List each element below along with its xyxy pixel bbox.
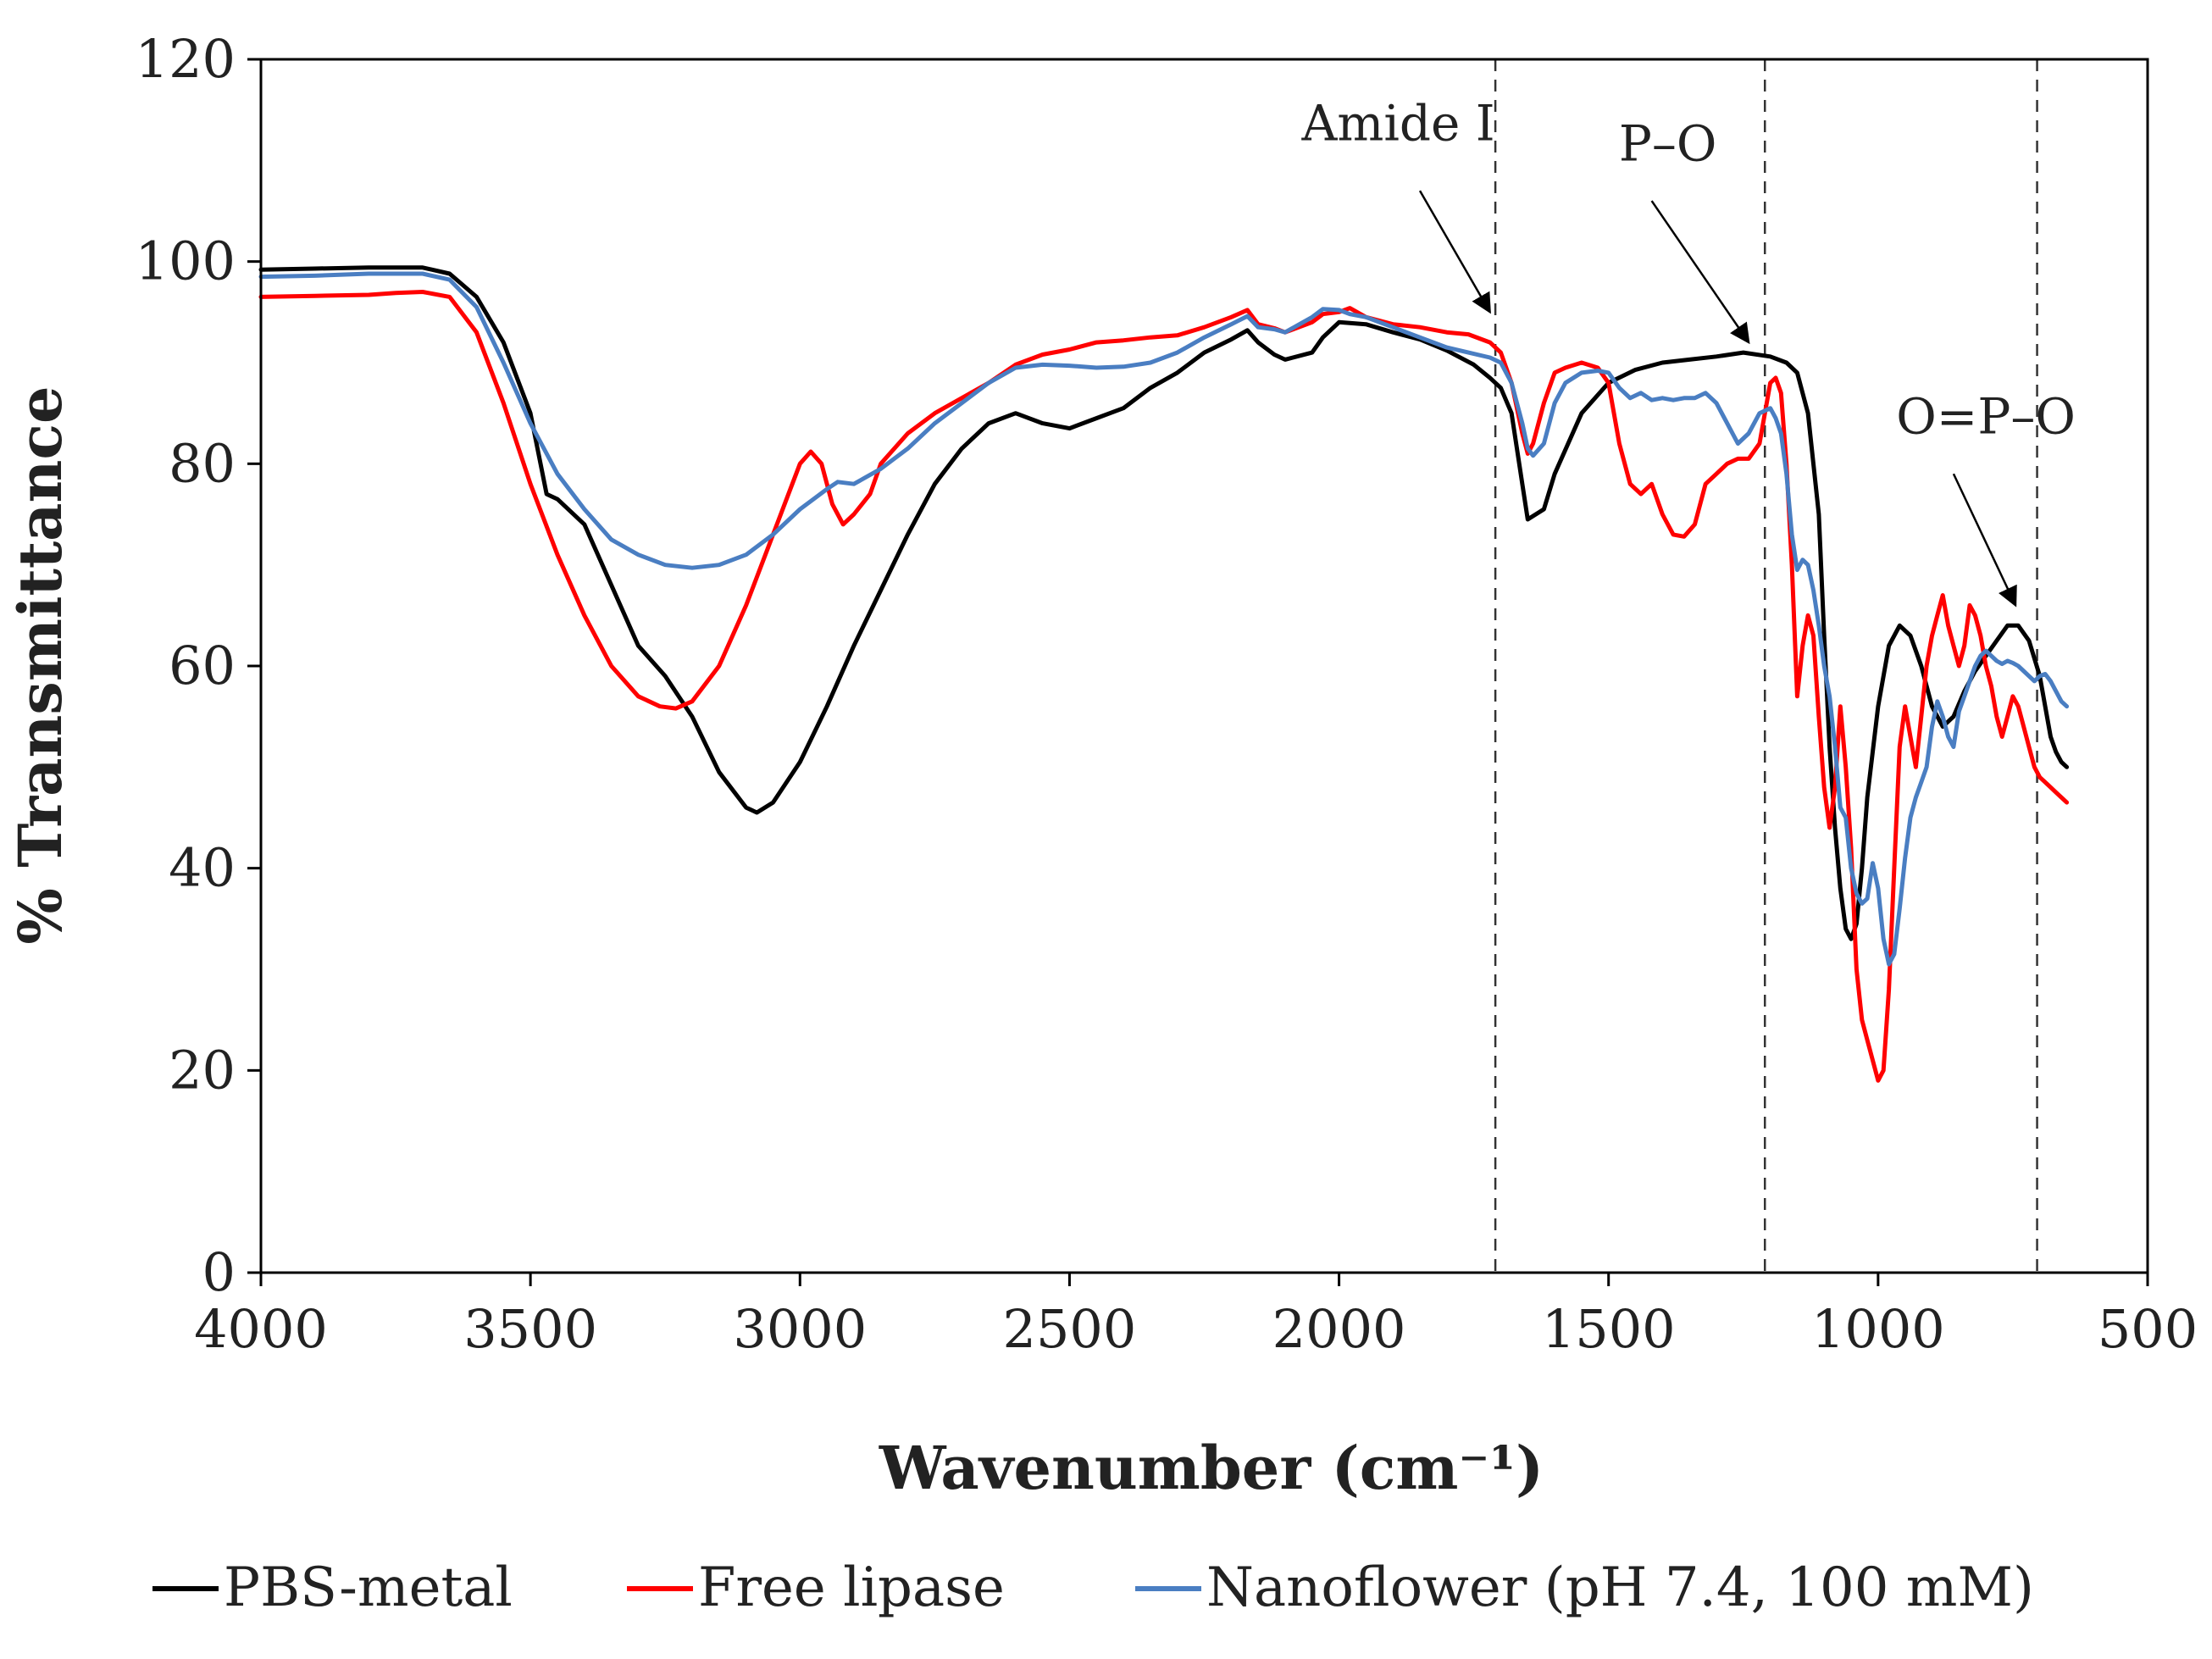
series-lines [258,265,2070,1083]
y-tick-label: 80 [169,432,236,494]
annotation-arrow-o-p-o [1952,473,2017,608]
reference-lines [1494,59,2038,1273]
x-tick-label: 3000 [733,1298,867,1360]
plot-frame [259,58,2149,1274]
x-axis-title: Wavenumber (cm⁻¹) [879,1433,1544,1503]
y-tick-label: 20 [169,1039,236,1101]
y-tick-label: 0 [202,1241,236,1303]
annotation-label-amide-i: Amide I [1300,94,1494,152]
legend-label-free-lipase: Free lipase [698,1556,1005,1619]
annotation-arrow-p-o [1650,200,1750,345]
y-tick-label: 40 [169,837,236,899]
x-tick-label: 1000 [1811,1298,1945,1360]
x-tick-label: 500 [2098,1298,2198,1360]
x-tick-label: 1500 [1542,1298,1676,1360]
y-axis: 0 20 40 60 80 100 120 [136,28,261,1303]
series-line-free-lipase [258,290,2070,1083]
annotations: Amide I P–O O=P–O [1300,94,2076,608]
legend-label-nanoflower-ph-7-4-100-mm: Nanoflower (pH 7.4, 100 mM) [1206,1556,2034,1619]
y-tick-label: 60 [169,635,236,696]
legend: PBS-metal Free lipase Nanoflower (pH 7.4, … [152,1556,2034,1619]
x-tick-label: 3500 [463,1298,597,1360]
x-tick-label: 4000 [194,1298,328,1360]
y-tick-label: 120 [136,28,236,90]
legend-label-pbs-metal: PBS-metal [224,1556,513,1619]
plot-area-border [259,58,2149,1274]
y-tick-label: 100 [136,230,236,292]
x-axis: 4000 3500 3000 2500 2000 1500 1000 500 [194,1273,2198,1360]
series-line-pbs-metal [258,265,2070,941]
annotation-label-o-p-o: O=P–O [1896,388,2076,446]
annotation-label-p-o: P–O [1619,114,1717,172]
annotation-arrow-amide-i [1418,190,1491,314]
x-tick-label: 2000 [1272,1298,1406,1360]
y-axis-title: % Transmittance [5,386,75,944]
series-line-nanoflower-ph-7-4-100-mm [258,271,2070,967]
x-tick-label: 2500 [1003,1298,1137,1360]
